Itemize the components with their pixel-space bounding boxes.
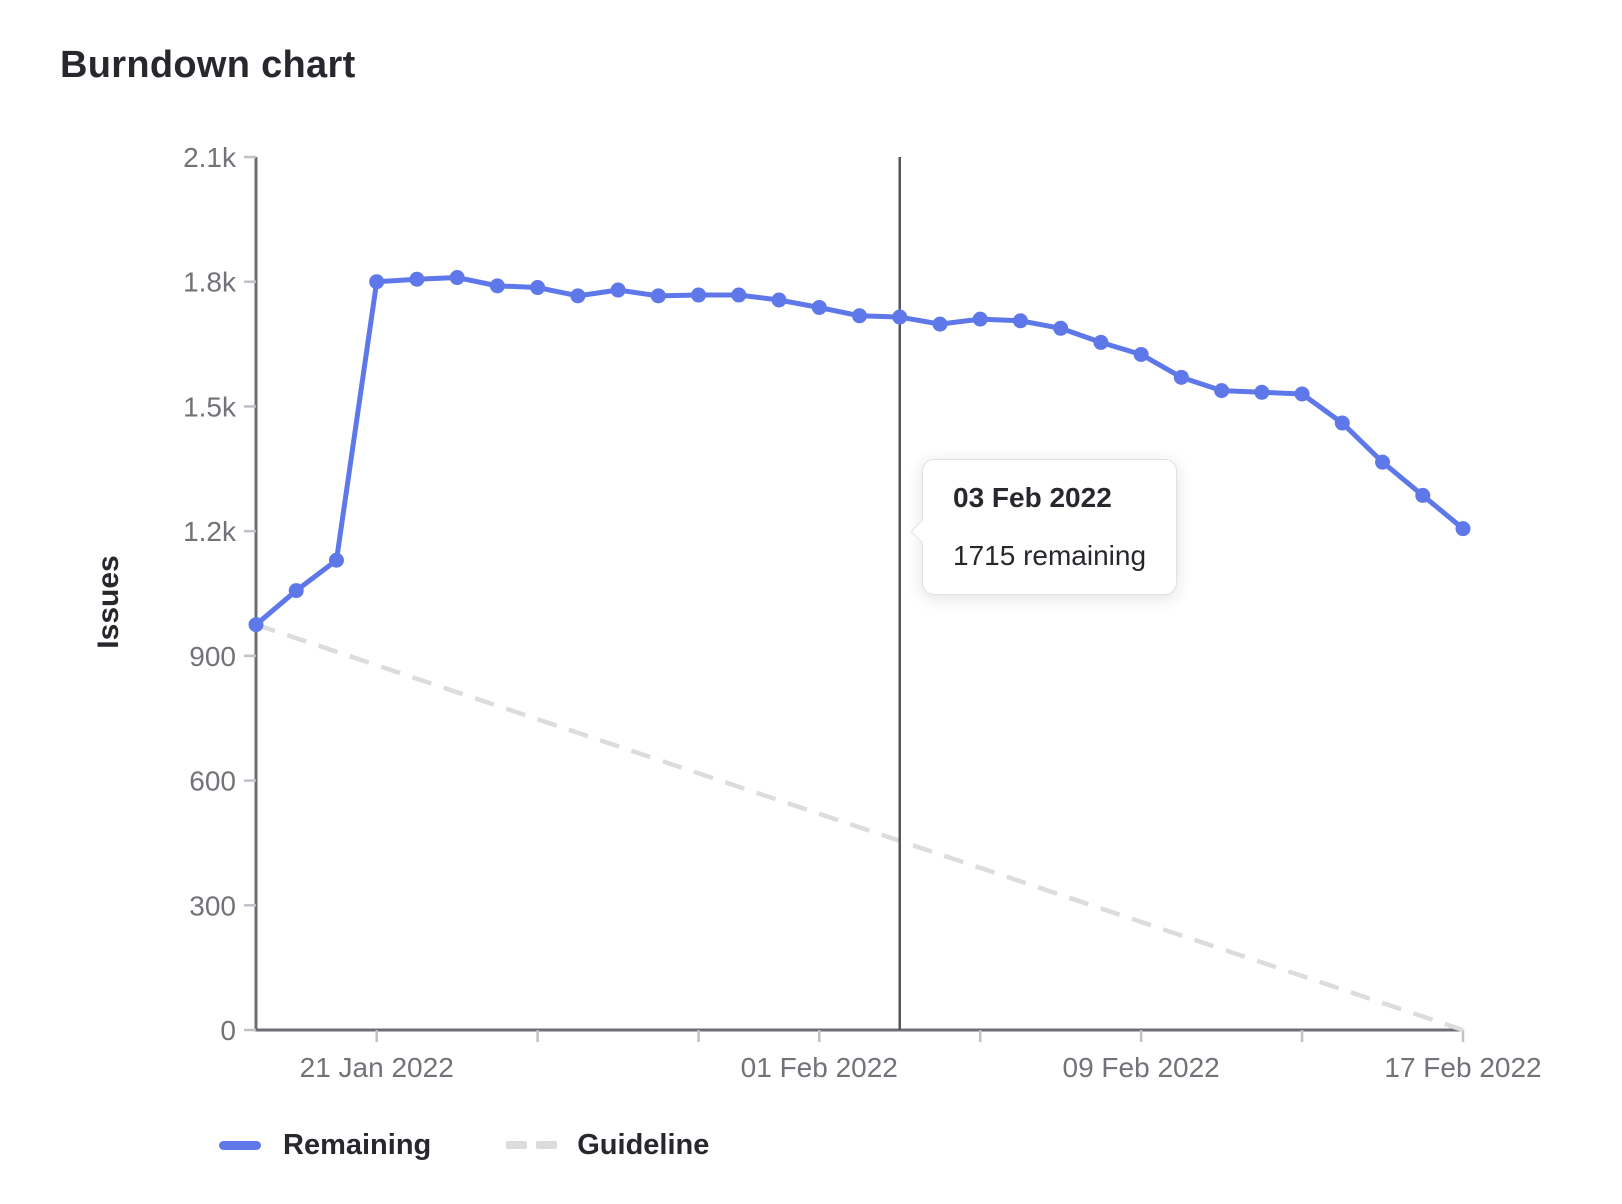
page-title: Burndown chart bbox=[60, 44, 356, 86]
data-point[interactable] bbox=[530, 280, 546, 296]
guideline-line bbox=[255, 622, 1464, 1033]
y-axis-tick-label: 300 bbox=[189, 890, 236, 921]
data-point[interactable] bbox=[731, 287, 747, 303]
data-point[interactable] bbox=[288, 583, 304, 599]
x-axis-tick-label: 09 Feb 2022 bbox=[1063, 1052, 1220, 1083]
x-axis-tick-label: 17 Feb 2022 bbox=[1384, 1052, 1541, 1083]
data-point[interactable] bbox=[1173, 369, 1189, 385]
data-point[interactable] bbox=[852, 308, 867, 324]
y-axis-tick-label: 2.1k bbox=[183, 142, 237, 173]
data-point[interactable] bbox=[1254, 384, 1270, 400]
data-point[interactable] bbox=[1133, 346, 1149, 362]
data-point[interactable] bbox=[328, 552, 344, 568]
data-point[interactable] bbox=[1294, 386, 1310, 402]
legend-label-remaining: Remaining bbox=[283, 1128, 432, 1161]
y-axis-tick-label: 900 bbox=[189, 641, 236, 672]
tooltip-value: 1715 remaining bbox=[953, 540, 1147, 571]
tooltip-date: 03 Feb 2022 bbox=[953, 482, 1112, 513]
guideline-dash-swatch-icon bbox=[506, 1141, 558, 1149]
data-point[interactable] bbox=[771, 292, 787, 308]
remaining-line-swatch-icon bbox=[219, 1140, 261, 1150]
legend-item-guideline[interactable]: Guideline bbox=[506, 1129, 709, 1162]
data-point[interactable] bbox=[248, 617, 264, 633]
legend-label-guideline: Guideline bbox=[577, 1128, 710, 1161]
data-point[interactable] bbox=[892, 309, 908, 325]
data-point[interactable] bbox=[932, 316, 948, 332]
data-point[interactable] bbox=[1093, 334, 1109, 350]
data-point[interactable] bbox=[1375, 454, 1391, 470]
data-point[interactable] bbox=[972, 311, 988, 327]
chart-tooltip: 03 Feb 2022 1715 remaining bbox=[910, 459, 1178, 595]
x-axis-tick-label: 01 Feb 2022 bbox=[741, 1052, 898, 1083]
axis-lines bbox=[254, 157, 1463, 1032]
data-point[interactable] bbox=[1214, 383, 1230, 399]
chart-legend: Remaining Guideline bbox=[219, 1122, 709, 1168]
data-point[interactable] bbox=[1334, 415, 1350, 431]
data-point[interactable] bbox=[1415, 487, 1431, 503]
y-axis-tick-label: 1.5k bbox=[183, 391, 237, 422]
x-axis-tick-label: 21 Jan 2022 bbox=[300, 1052, 454, 1083]
data-point[interactable] bbox=[1012, 313, 1028, 329]
y-axis-title: Issues bbox=[92, 555, 125, 648]
y-axis-tick-label: 1.8k bbox=[183, 267, 237, 298]
data-point[interactable] bbox=[610, 282, 626, 298]
y-axis-tick-label: 600 bbox=[189, 766, 236, 797]
data-point[interactable] bbox=[691, 287, 707, 303]
data-point[interactable] bbox=[1053, 320, 1069, 336]
y-axis-tick-label: 1.2k bbox=[183, 516, 237, 547]
data-point[interactable] bbox=[811, 299, 827, 315]
remaining-line bbox=[253, 275, 1466, 628]
y-axis-tick-label: 0 bbox=[220, 1015, 236, 1046]
data-point[interactable] bbox=[449, 270, 465, 286]
legend-item-remaining[interactable]: Remaining bbox=[219, 1129, 431, 1162]
data-point[interactable] bbox=[489, 278, 505, 294]
data-point[interactable] bbox=[409, 271, 425, 287]
data-point[interactable] bbox=[570, 288, 586, 304]
data-point[interactable] bbox=[369, 274, 385, 290]
data-point[interactable] bbox=[650, 288, 666, 304]
data-point[interactable] bbox=[1455, 521, 1471, 537]
